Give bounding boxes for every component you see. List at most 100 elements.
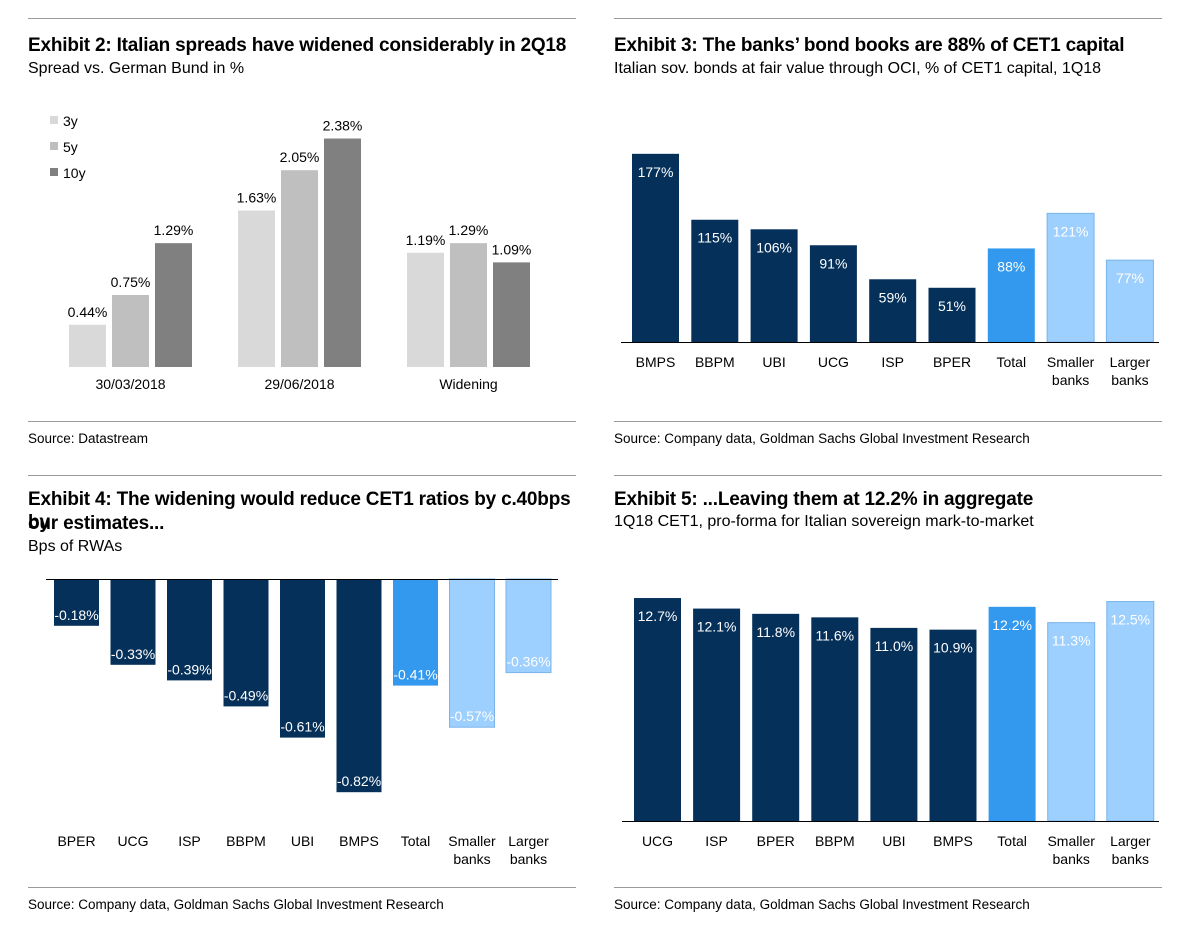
- data-label-7: 121%: [1053, 223, 1089, 239]
- category-label-3-0: BBPM: [226, 833, 266, 849]
- bar-3y-1: [238, 210, 275, 367]
- exhibit-4-bottom-rule: [28, 887, 576, 888]
- bar-3y-2: [407, 252, 444, 367]
- exhibit-4-title-line-2: our estimates...: [28, 513, 165, 534]
- exhibit-2-bottom-rule: [28, 421, 576, 422]
- bar-2: [750, 229, 798, 342]
- bar-7: [449, 578, 495, 728]
- bar-1: [110, 579, 156, 665]
- data-label-1: 115%: [697, 230, 732, 246]
- data-label-3y-0: 0.44%: [68, 304, 108, 320]
- bar-3y-0: [69, 324, 106, 367]
- category-label-8-1: banks: [1112, 851, 1149, 867]
- data-label-3y-2: 1.19%: [406, 232, 446, 248]
- category-label-0-0: BPER: [57, 833, 95, 849]
- data-label-5y-2: 1.29%: [449, 222, 489, 238]
- bar-10y-2: [493, 262, 530, 367]
- bar-10y-1: [324, 138, 361, 367]
- data-label-1: -0.33%: [111, 646, 155, 662]
- category-label-4-0: UBI: [882, 833, 905, 849]
- category-label-8-0: Larger: [508, 833, 549, 849]
- category-label-5-0: BPER: [933, 354, 971, 370]
- exhibit-5-top-rule: [614, 475, 1162, 476]
- category-label-3-0: UCG: [818, 354, 849, 370]
- data-label-2: 11.8%: [756, 624, 795, 640]
- category-label-8-1: banks: [1111, 372, 1148, 388]
- bar-4: [869, 279, 917, 342]
- data-label-3: 91%: [819, 255, 847, 271]
- category-label-5-0: BMPS: [933, 833, 973, 849]
- category-label-4-0: ISP: [881, 354, 904, 370]
- bar-3: [223, 579, 269, 707]
- data-label-0: 177%: [638, 164, 674, 180]
- bar-5: [929, 629, 977, 821]
- exhibit-3-source: Source: Company data, Goldman Sachs Glob…: [614, 431, 1030, 446]
- exhibit-4-title-line-1: Exhibit 4: The widening would reduce CET…: [28, 489, 571, 533]
- bar-5: [928, 287, 976, 342]
- exhibit-4-panel: Exhibit 4: The widening would reduce CET…: [28, 467, 576, 932]
- exhibit-4-top-rule: [28, 475, 576, 476]
- category-label-5-0: BMPS: [339, 833, 379, 849]
- category-label-7-0: Smaller: [1047, 354, 1095, 370]
- legend-swatch-5y: [50, 142, 58, 150]
- data-label-3y-1: 1.63%: [237, 190, 277, 206]
- data-label-3: 11.6%: [815, 627, 854, 643]
- data-label-5: 51%: [938, 298, 966, 314]
- bar-4: [280, 579, 325, 738]
- category-label-8-1: banks: [510, 851, 547, 867]
- exhibit-5-chart: 12.7% UCG 12.1% ISP 11.8% BPER 11.6% BBPM 11.0% U…: [622, 598, 1159, 867]
- bar-5: [336, 579, 382, 793]
- category-label-2-0: UBI: [762, 354, 785, 370]
- category-label-8-0: Larger: [1110, 354, 1151, 370]
- bar-7: [1046, 212, 1095, 343]
- data-label-0: -0.18%: [54, 607, 98, 623]
- category-label-1: 29/06/2018: [264, 376, 334, 392]
- exhibit-5-title: Exhibit 5: ...Leaving them at 12.2% in a…: [614, 489, 1034, 510]
- data-label-0: 12.7%: [638, 608, 678, 624]
- data-label-3: -0.49%: [224, 687, 268, 703]
- category-label-4-0: UBI: [291, 833, 314, 849]
- category-label-6-0: Total: [997, 354, 1027, 370]
- exhibit-2-subtitle: Spread vs. German Bund in %: [28, 60, 245, 77]
- bar-1: [691, 219, 739, 342]
- data-label-4: -0.61%: [280, 719, 324, 735]
- exhibit-2-source: Source: Datastream: [28, 431, 149, 446]
- bar-0: [634, 598, 681, 821]
- legend-label-3y: 3y: [63, 113, 78, 129]
- bar-0: [54, 579, 99, 626]
- bar-6: [393, 579, 438, 686]
- category-label-0: 30/03/2018: [95, 376, 165, 392]
- data-label-4: 11.0%: [875, 638, 914, 654]
- data-label-2: -0.39%: [167, 661, 211, 677]
- data-label-8: 12.5%: [1110, 612, 1150, 628]
- category-label-7-1: banks: [1052, 372, 1089, 388]
- bar-4: [870, 627, 918, 821]
- exhibit-2-panel: Exhibit 2: Italian spreads have widened …: [28, 0, 576, 465]
- data-label-5: 10.9%: [933, 640, 973, 656]
- category-label-2-0: ISP: [178, 833, 201, 849]
- category-label-7-0: Smaller: [1047, 833, 1095, 849]
- data-label-7: -0.57%: [450, 708, 494, 724]
- exhibit-3-bottom-rule: [614, 421, 1162, 422]
- exhibit-3-subtitle: Italian sov. bonds at fair value through…: [614, 60, 1102, 77]
- bar-5y-0: [112, 295, 149, 367]
- data-label-7: 11.3%: [1052, 633, 1091, 649]
- data-label-4: 59%: [879, 289, 907, 305]
- data-label-6: 12.2%: [992, 617, 1032, 633]
- bar-0: [632, 153, 679, 342]
- exhibit-4-source: Source: Company data, Goldman Sachs Glob…: [28, 897, 444, 912]
- category-label-6-0: Total: [997, 833, 1027, 849]
- data-label-5: -0.82%: [337, 773, 381, 789]
- category-label-1-0: UCG: [117, 833, 148, 849]
- exhibit-3-panel: Exhibit 3: The banks’ bond books are 88%…: [614, 0, 1162, 465]
- data-label-1: 12.1%: [697, 619, 737, 635]
- bar-6: [988, 606, 1036, 821]
- exhibit-5-bottom-rule: [614, 887, 1162, 888]
- bar-2: [752, 613, 800, 821]
- bar-1: [693, 608, 741, 821]
- category-label-0-0: UCG: [642, 833, 673, 849]
- exhibit-3-title: Exhibit 3: The banks’ bond books are 88%…: [614, 35, 1125, 56]
- data-label-5y-1: 2.05%: [280, 149, 320, 165]
- legend-label-10y: 10y: [63, 165, 86, 181]
- bar-5y-2: [450, 243, 487, 367]
